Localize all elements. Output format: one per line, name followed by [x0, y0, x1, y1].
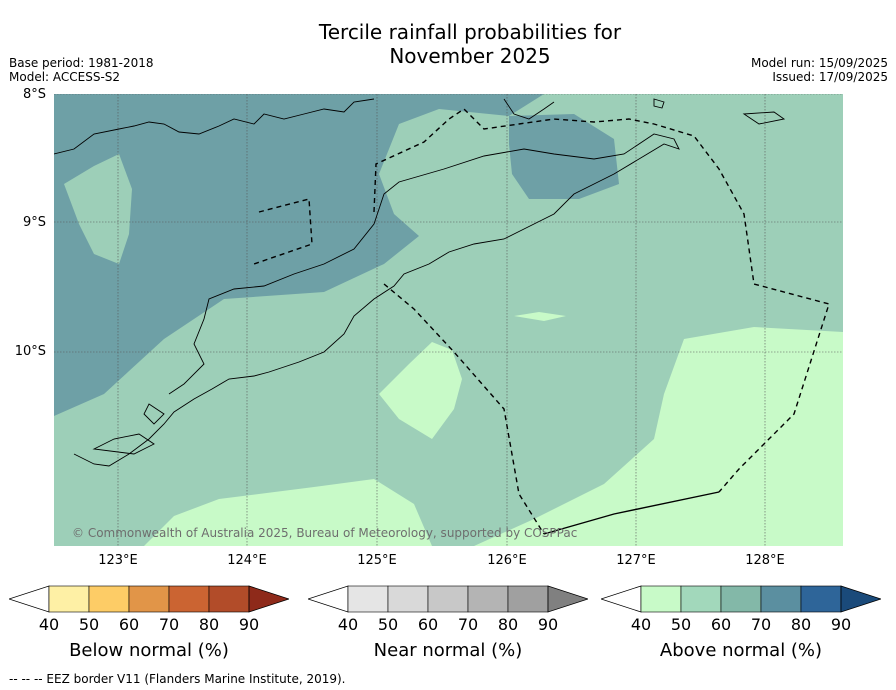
eez-footnote: -- -- -- EEZ border V11 (Flanders Marine… [9, 672, 346, 686]
eez-solid [543, 491, 720, 535]
colorbar-tick: 50 [78, 615, 100, 634]
colorbar-tick: 50 [670, 615, 692, 634]
zone-pale-right [474, 327, 843, 546]
near-normal-segment [507, 585, 549, 613]
flores-coast [54, 98, 375, 155]
near-normal-label: Near normal (%) [373, 640, 523, 661]
model-name: Model: ACCESS-S2 [9, 70, 121, 84]
probability-map [54, 94, 843, 546]
lon-label-126e: 126°E [487, 553, 527, 568]
colorbar-tick: 80 [497, 615, 519, 634]
below-normal-colorbar [9, 585, 289, 613]
above-normal-segment [800, 585, 842, 613]
above-normal-arrow-high [840, 585, 881, 613]
near-normal-segment [387, 585, 429, 613]
below-normal-segment [128, 585, 170, 613]
zone-darker [54, 94, 544, 416]
title-line-1: Tercile rainfall probabilities for [318, 20, 622, 44]
zone-pale-small [514, 312, 566, 321]
below-normal-arrow-high [248, 585, 289, 613]
colorbar-tick: 60 [118, 615, 140, 634]
colorbar-tick: 40 [337, 615, 359, 634]
lon-label-125e: 125°E [357, 553, 397, 568]
colorbar-tick: 60 [710, 615, 732, 634]
model-run-date: Model run: 15/09/2025 [750, 56, 888, 70]
near-normal-segment [347, 585, 389, 613]
zone-darker-patch [509, 114, 619, 199]
near-normal-arrow-low [308, 585, 349, 613]
colorbar-tick: 70 [750, 615, 772, 634]
title-line-2: November 2025 [389, 44, 551, 68]
lat-label-9s: 9°S [22, 215, 46, 230]
above-normal-segment [640, 585, 682, 613]
colorbar-tick: 40 [630, 615, 652, 634]
below-normal-arrow-low [9, 585, 50, 613]
colorbar-tick: 60 [417, 615, 439, 634]
colorbar-tick: 70 [457, 615, 479, 634]
issued-date: Issued: 17/09/2025 [772, 70, 888, 84]
below-normal-segment [48, 585, 90, 613]
copyright-notice: © Commonwealth of Australia 2025, Bureau… [72, 526, 578, 540]
below-normal-segment [208, 585, 250, 613]
eez-border [253, 108, 830, 535]
model-info: Base period: 1981-2018 Model: ACCESS-S2 [9, 56, 154, 84]
roti-coast [143, 403, 165, 425]
lon-label-127e: 127°E [616, 553, 656, 568]
graticule [54, 94, 843, 546]
colorbar-tick: 80 [198, 615, 220, 634]
zone-pale-center [379, 342, 462, 439]
colorbar-tick: 80 [790, 615, 812, 634]
colorbar-tick: 90 [830, 615, 852, 634]
wetar-coast [503, 98, 555, 120]
below-normal-segment [88, 585, 130, 613]
below-normal-label: Below normal (%) [69, 640, 229, 661]
above-normal-segment [680, 585, 722, 613]
lon-label-123e: 123°E [98, 553, 138, 568]
near-normal-segment [427, 585, 469, 613]
coastlines [54, 98, 786, 467]
above-normal-segment [760, 585, 802, 613]
colorbar-tick: 90 [238, 615, 260, 634]
near-normal-arrow-high [547, 585, 588, 613]
above-normal-arrow-low [601, 585, 642, 613]
run-info: Model run: 15/09/2025 Issued: 17/09/2025 [751, 56, 888, 84]
map-title: Tercile rainfall probabilities for Novem… [270, 20, 670, 68]
below-normal-segment [168, 585, 210, 613]
lon-label-128e: 128°E [745, 553, 785, 568]
island-right-2 [653, 98, 665, 109]
colorbar-tick: 40 [38, 615, 60, 634]
sumba-coast [92, 433, 155, 455]
island-right-1 [742, 111, 786, 125]
colorbar-tick: 90 [537, 615, 559, 634]
near-normal-colorbar [308, 585, 588, 613]
above-normal-segment [720, 585, 762, 613]
base-period: Base period: 1981-2018 [9, 56, 154, 70]
timor-coast [73, 133, 680, 467]
lat-label-10s: 10°S [14, 344, 46, 359]
colorbar-tick: 50 [377, 615, 399, 634]
lon-label-124e: 124°E [227, 553, 267, 568]
zone-pale-bottom [144, 479, 432, 546]
near-normal-segment [467, 585, 509, 613]
above-normal-colorbar [601, 585, 881, 613]
above-normal-label: Above normal (%) [659, 640, 823, 661]
zone-lighter-left [64, 154, 132, 264]
lat-label-8s: 8°S [22, 87, 46, 102]
colorbar-tick: 70 [158, 615, 180, 634]
